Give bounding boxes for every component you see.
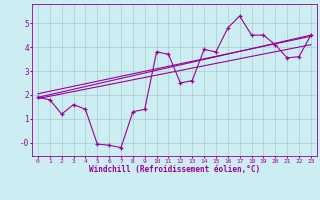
X-axis label: Windchill (Refroidissement éolien,°C): Windchill (Refroidissement éolien,°C) <box>89 165 260 174</box>
